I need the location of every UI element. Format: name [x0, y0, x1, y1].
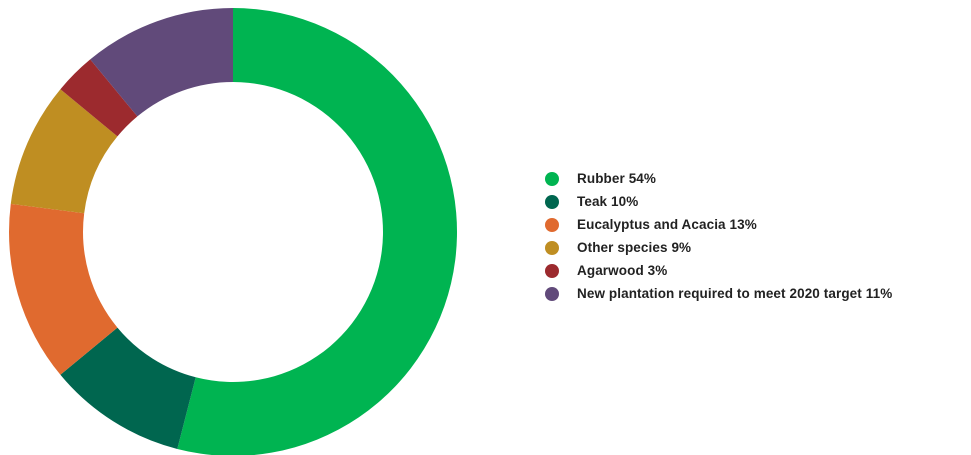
- slice-agarwood: [60, 59, 138, 137]
- slice-eucalyptus-and-acacia: [9, 203, 118, 375]
- legend-swatch: [545, 263, 559, 278]
- slice-new-plantation-required-to-meet-2020-target: [90, 8, 233, 117]
- legend-label: Other species 9%: [577, 240, 692, 255]
- legend-item: New plantation required to meet 2020 tar…: [545, 282, 892, 305]
- legend-swatch: [545, 171, 559, 186]
- legend-swatch: [545, 240, 559, 255]
- legend-item: Other species 9%: [545, 236, 892, 259]
- legend-item: Rubber 54%: [545, 167, 892, 190]
- legend-item: Teak 10%: [545, 190, 892, 213]
- legend-label: Rubber 54%: [577, 171, 657, 186]
- slice-teak: [60, 327, 196, 449]
- legend-label: Teak 10%: [577, 194, 639, 209]
- chart-legend: Rubber 54% Teak 10% Eucalyptus and Acacia …: [545, 167, 892, 305]
- donut-slices: [9, 8, 457, 455]
- legend-label: New plantation required to meet 2020 tar…: [577, 286, 893, 301]
- legend-swatch: [545, 286, 559, 301]
- legend-swatch: [545, 217, 559, 232]
- legend-item: Eucalyptus and Acacia 13%: [545, 213, 892, 236]
- legend-label: Eucalyptus and Acacia 13%: [577, 217, 757, 232]
- slice-rubber: [177, 8, 457, 455]
- legend-item: Agarwood 3%: [545, 259, 892, 282]
- legend-label: Agarwood 3%: [577, 263, 668, 278]
- slice-other-species: [10, 89, 118, 214]
- legend-swatch: [545, 194, 559, 209]
